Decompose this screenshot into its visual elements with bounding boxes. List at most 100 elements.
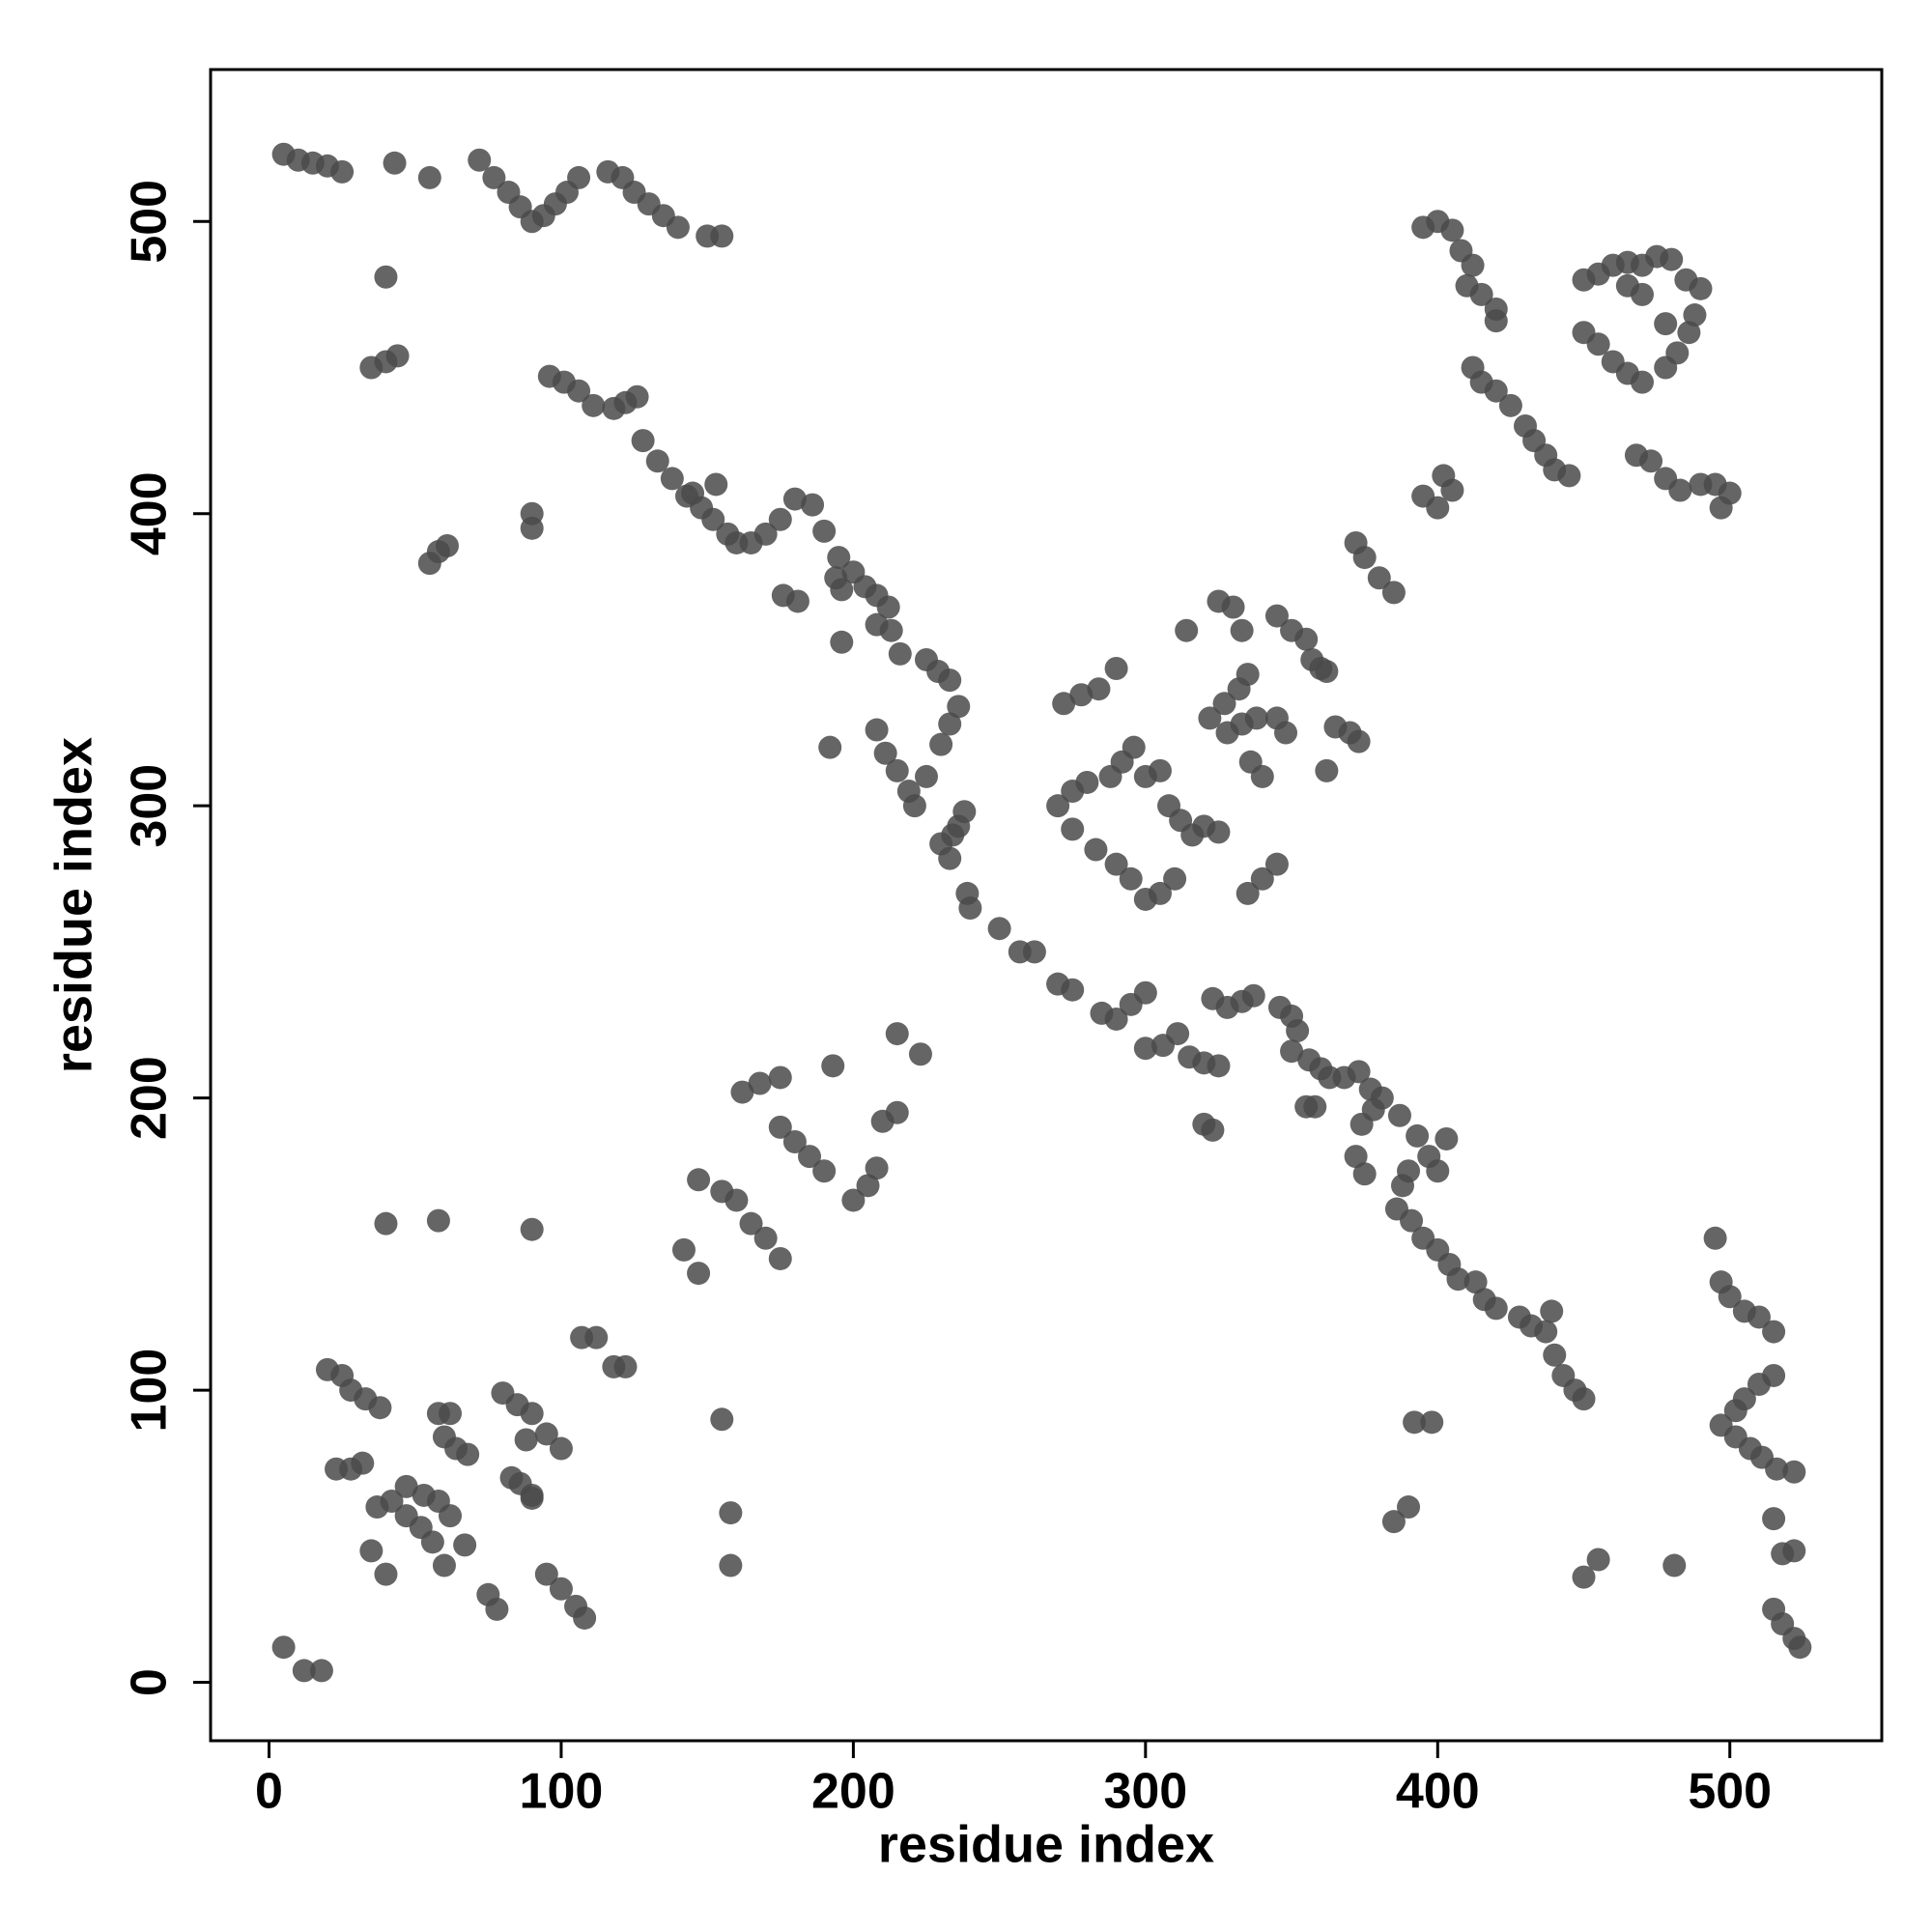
point — [1241, 983, 1265, 1008]
point — [1718, 481, 1742, 505]
point — [1022, 940, 1046, 964]
point — [785, 589, 810, 613]
point — [1052, 692, 1076, 716]
y-tick-label: 500 — [122, 180, 178, 264]
point — [938, 846, 962, 870]
plot-frame — [209, 68, 1884, 1743]
point — [938, 668, 962, 693]
y-tick-label: 300 — [122, 764, 178, 848]
point — [1352, 546, 1377, 570]
point — [687, 1168, 711, 1192]
point — [1250, 867, 1274, 891]
point — [1534, 1320, 1558, 1344]
point — [908, 1042, 932, 1066]
point — [660, 467, 684, 491]
point — [1122, 735, 1146, 759]
point — [1665, 341, 1690, 365]
y-tick-label: 200 — [122, 1056, 178, 1140]
point — [1352, 1162, 1377, 1186]
point — [1315, 758, 1339, 782]
point — [1689, 276, 1713, 300]
point — [1747, 1305, 1771, 1329]
point — [1762, 1320, 1786, 1344]
point — [613, 1354, 638, 1378]
point — [1148, 881, 1172, 905]
point — [1440, 218, 1464, 242]
point — [1133, 980, 1157, 1005]
point — [374, 1211, 398, 1236]
point — [865, 718, 889, 742]
point — [1119, 867, 1143, 891]
point — [1381, 1510, 1406, 1534]
point — [380, 1489, 404, 1513]
point — [1446, 1267, 1470, 1292]
point — [520, 516, 544, 540]
point — [719, 1501, 743, 1525]
point — [1703, 1226, 1727, 1250]
point — [818, 735, 842, 759]
point — [631, 429, 655, 453]
point — [1381, 581, 1406, 605]
point — [1403, 1410, 1427, 1435]
point — [534, 1422, 558, 1446]
point — [549, 1577, 573, 1601]
point — [885, 1022, 909, 1046]
point — [385, 344, 410, 368]
point — [1264, 604, 1289, 628]
point — [1654, 312, 1678, 336]
point — [902, 794, 926, 818]
point — [830, 630, 854, 654]
point — [394, 1474, 418, 1498]
point — [865, 1156, 889, 1180]
point — [1765, 1457, 1789, 1481]
point — [351, 1451, 375, 1475]
point — [1294, 627, 1319, 651]
point — [710, 224, 734, 248]
point — [420, 1530, 444, 1554]
point — [952, 800, 977, 824]
point — [1361, 1097, 1385, 1122]
point — [426, 1208, 450, 1233]
point — [947, 695, 971, 719]
point — [645, 449, 669, 473]
point — [584, 1325, 609, 1350]
point — [827, 546, 851, 570]
point — [724, 1188, 749, 1212]
point — [885, 758, 909, 782]
point — [1586, 1548, 1610, 1572]
point — [435, 533, 459, 557]
point — [873, 741, 897, 765]
point — [687, 1262, 711, 1286]
point — [768, 507, 792, 531]
x-tick-label: 300 — [1103, 1764, 1187, 1820]
point — [1061, 978, 1085, 1002]
point — [798, 1145, 822, 1169]
x-tick-label: 500 — [1688, 1764, 1772, 1820]
point — [625, 384, 649, 409]
point — [1069, 683, 1094, 707]
point — [374, 265, 398, 289]
point — [1280, 1039, 1304, 1064]
point — [383, 151, 407, 175]
point — [1400, 1208, 1424, 1233]
point — [1198, 706, 1222, 730]
point — [888, 641, 912, 666]
point — [782, 487, 807, 511]
point — [1244, 706, 1268, 730]
point — [309, 1659, 333, 1683]
point — [1397, 1495, 1421, 1520]
point — [1274, 721, 1298, 745]
point — [520, 1483, 544, 1507]
point — [879, 618, 903, 642]
y-axis-title: residue index — [44, 737, 102, 1073]
x-axis-title: residue index — [878, 1815, 1214, 1873]
point — [1411, 484, 1435, 508]
point — [1484, 309, 1508, 333]
point — [719, 1553, 743, 1577]
point — [456, 1442, 480, 1466]
point — [1264, 852, 1289, 876]
point — [582, 393, 606, 417]
point — [1133, 1037, 1157, 1061]
point — [914, 764, 938, 788]
